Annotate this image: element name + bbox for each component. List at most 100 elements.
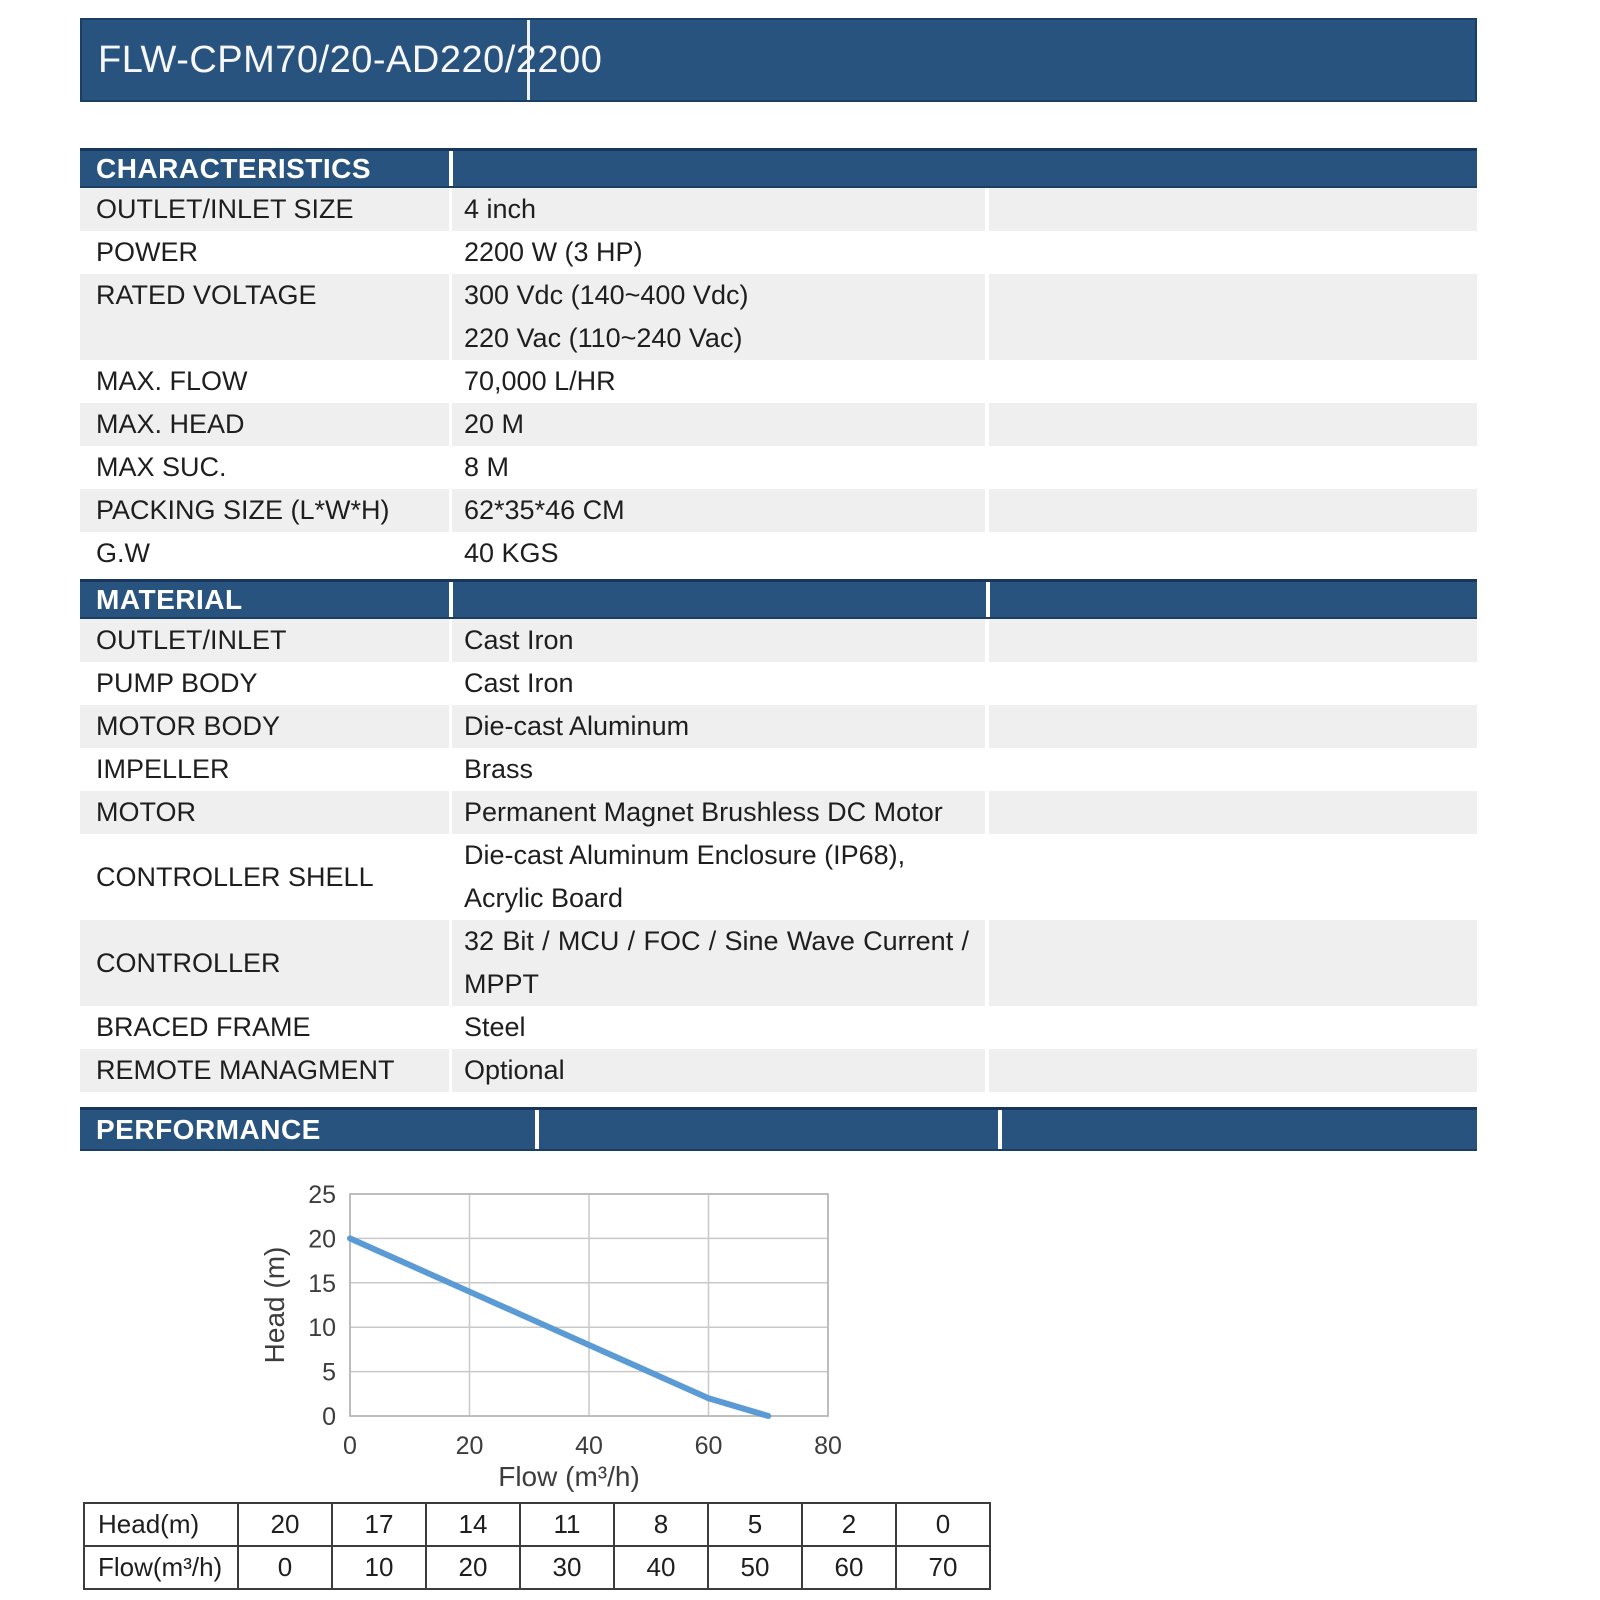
material-row-controller-shell: CONTROLLER SHELL Die-cast Aluminum Enclo… xyxy=(80,834,1477,920)
spec-row-gross-weight: G.W 40 KGS xyxy=(80,532,1477,575)
head-value: 0 xyxy=(895,1502,991,1547)
section-header-performance: PERFORMANCE xyxy=(80,1107,1477,1151)
spec-label: CONTROLLER xyxy=(96,948,281,978)
spec-value: Cast Iron xyxy=(464,625,574,655)
chart-ytick-label: 20 xyxy=(308,1225,336,1253)
material-row-motor: MOTOR Permanent Magnet Brushless DC Moto… xyxy=(80,791,1477,834)
section-title: MATERIAL xyxy=(96,584,243,615)
spec-row-power: POWER 2200 W (3 HP) xyxy=(80,231,1477,274)
section-divider xyxy=(535,1110,539,1149)
spec-row-outlet-inlet-size: OUTLET/INLET SIZE 4 inch xyxy=(80,188,1477,231)
spec-row-filler xyxy=(989,489,1477,532)
spec-value: 20 M xyxy=(464,409,525,439)
flow-value: 40 xyxy=(613,1545,709,1590)
chart-yaxis-title: Head (m) xyxy=(259,1247,290,1364)
spec-row-filler xyxy=(989,748,1477,791)
spec-label: RATED VOLTAGE xyxy=(96,280,317,310)
spec-label: G.W xyxy=(96,538,150,568)
spec-label: PUMP BODY xyxy=(96,668,258,698)
material-row-pump-body: PUMP BODY Cast Iron xyxy=(80,662,1477,705)
chart-curve xyxy=(347,1235,772,1419)
spec-row-filler xyxy=(989,920,1477,1006)
chart-ytick-label: 15 xyxy=(308,1270,336,1298)
spec-row-filler xyxy=(989,1049,1477,1092)
spec-row-filler xyxy=(989,791,1477,834)
chart-ytick-label: 0 xyxy=(322,1403,336,1431)
chart-ytick-label: 5 xyxy=(322,1359,336,1387)
material-row-motor-body: MOTOR BODY Die-cast Aluminum xyxy=(80,705,1477,748)
spec-row-max-suction: MAX SUC. 8 M xyxy=(80,446,1477,489)
spec-value: Steel xyxy=(464,1012,526,1042)
chart-ytick-label: 25 xyxy=(308,1181,336,1209)
spec-label: OUTLET/INLET xyxy=(96,625,287,655)
spec-value: 70,000 L/HR xyxy=(464,366,616,396)
spec-label: MAX. FLOW xyxy=(96,366,248,396)
section-divider-right xyxy=(998,1110,1002,1149)
flow-value: 60 xyxy=(801,1545,897,1590)
head-value: 2 xyxy=(801,1502,897,1547)
spec-value: 8 M xyxy=(464,452,510,482)
spec-row-rated-voltage: RATED VOLTAGE 300 Vdc (140~400 Vdc) 220 … xyxy=(80,274,1477,360)
spec-row-filler xyxy=(989,231,1477,274)
head-value: 17 xyxy=(331,1502,427,1547)
flow-value: 30 xyxy=(519,1545,615,1590)
chart-plot-border xyxy=(349,1193,829,1417)
spec-row-packing-size: PACKING SIZE (L*W*H) 62*35*46 CM xyxy=(80,489,1477,532)
spec-row-filler xyxy=(989,619,1477,662)
spec-row-filler xyxy=(989,532,1477,575)
material-row-remote-management: REMOTE MANAGMENT Optional xyxy=(80,1049,1477,1092)
section-title: CHARACTERISTICS xyxy=(96,153,372,184)
section-divider xyxy=(449,582,453,617)
spec-row-filler xyxy=(989,274,1477,360)
head-value: 5 xyxy=(707,1502,803,1547)
spec-value: 4 inch xyxy=(464,194,537,224)
spec-row-filler xyxy=(989,705,1477,748)
spec-value-line1: Die-cast Aluminum Enclosure (IP68), xyxy=(464,840,906,870)
flow-row-label: Flow(m³/h) xyxy=(83,1545,239,1590)
spec-label: OUTLET/INLET SIZE xyxy=(96,194,354,224)
spec-row-max-flow: MAX. FLOW 70,000 L/HR xyxy=(80,360,1477,403)
spec-row-filler xyxy=(989,403,1477,446)
section-header-characteristics: CHARACTERISTICS xyxy=(80,148,1477,188)
flow-value: 0 xyxy=(237,1545,333,1590)
flow-value: 70 xyxy=(895,1545,991,1590)
spec-label: REMOTE MANAGMENT xyxy=(96,1055,395,1085)
material-row-braced-frame: BRACED FRAME Steel xyxy=(80,1006,1477,1049)
performance-table-head-row: Head(m) 20 17 14 11 8 5 2 0 xyxy=(83,1502,991,1547)
chart-xtick-label: 0 xyxy=(343,1432,357,1460)
chart-xtick-label: 40 xyxy=(575,1432,603,1460)
performance-table: Head(m) 20 17 14 11 8 5 2 0 Flow(m³/h) 0… xyxy=(83,1502,991,1590)
spec-value: Cast Iron xyxy=(464,668,574,698)
section-title: PERFORMANCE xyxy=(96,1114,321,1145)
flow-value: 20 xyxy=(425,1545,521,1590)
chart-xaxis-title: Flow (m³/h) xyxy=(498,1461,640,1492)
chart-xtick-label: 60 xyxy=(695,1432,723,1460)
head-value: 14 xyxy=(425,1502,521,1547)
spec-label: POWER xyxy=(96,237,199,267)
spec-value: 62*35*46 CM xyxy=(464,495,625,525)
chart-ytick-label: 10 xyxy=(308,1314,336,1342)
spec-value-line2: MPPT xyxy=(464,969,540,999)
head-value: 20 xyxy=(237,1502,333,1547)
flow-value: 50 xyxy=(707,1545,803,1590)
performance-chart: 0 5 10 15 20 25 0 20 40 60 80 Flow (m³/h) Head (m) xyxy=(220,1150,860,1495)
spec-label: MAX. HEAD xyxy=(96,409,245,439)
spec-row-filler xyxy=(989,834,1477,920)
spec-row-filler xyxy=(989,1006,1477,1049)
spec-row-filler xyxy=(989,188,1477,231)
chart-xtick-label: 20 xyxy=(456,1432,484,1460)
spec-label: MOTOR BODY xyxy=(96,711,281,741)
spec-row-filler xyxy=(989,662,1477,705)
head-value: 8 xyxy=(613,1502,709,1547)
section-divider xyxy=(449,151,453,186)
spec-label: BRACED FRAME xyxy=(96,1012,311,1042)
material-row-outlet-inlet: OUTLET/INLET Cast Iron xyxy=(80,619,1477,662)
performance-chart-svg: 0 5 10 15 20 25 0 20 40 60 80 Flow (m³/h) Head (m) xyxy=(259,1181,842,1492)
spec-value: 2200 W (3 HP) xyxy=(464,237,643,267)
flow-value: 10 xyxy=(331,1545,427,1590)
head-row-label: Head(m) xyxy=(83,1502,239,1547)
spec-row-max-head: MAX. HEAD 20 M xyxy=(80,403,1477,446)
spec-row-filler xyxy=(989,446,1477,489)
spec-label: MOTOR xyxy=(96,797,196,827)
